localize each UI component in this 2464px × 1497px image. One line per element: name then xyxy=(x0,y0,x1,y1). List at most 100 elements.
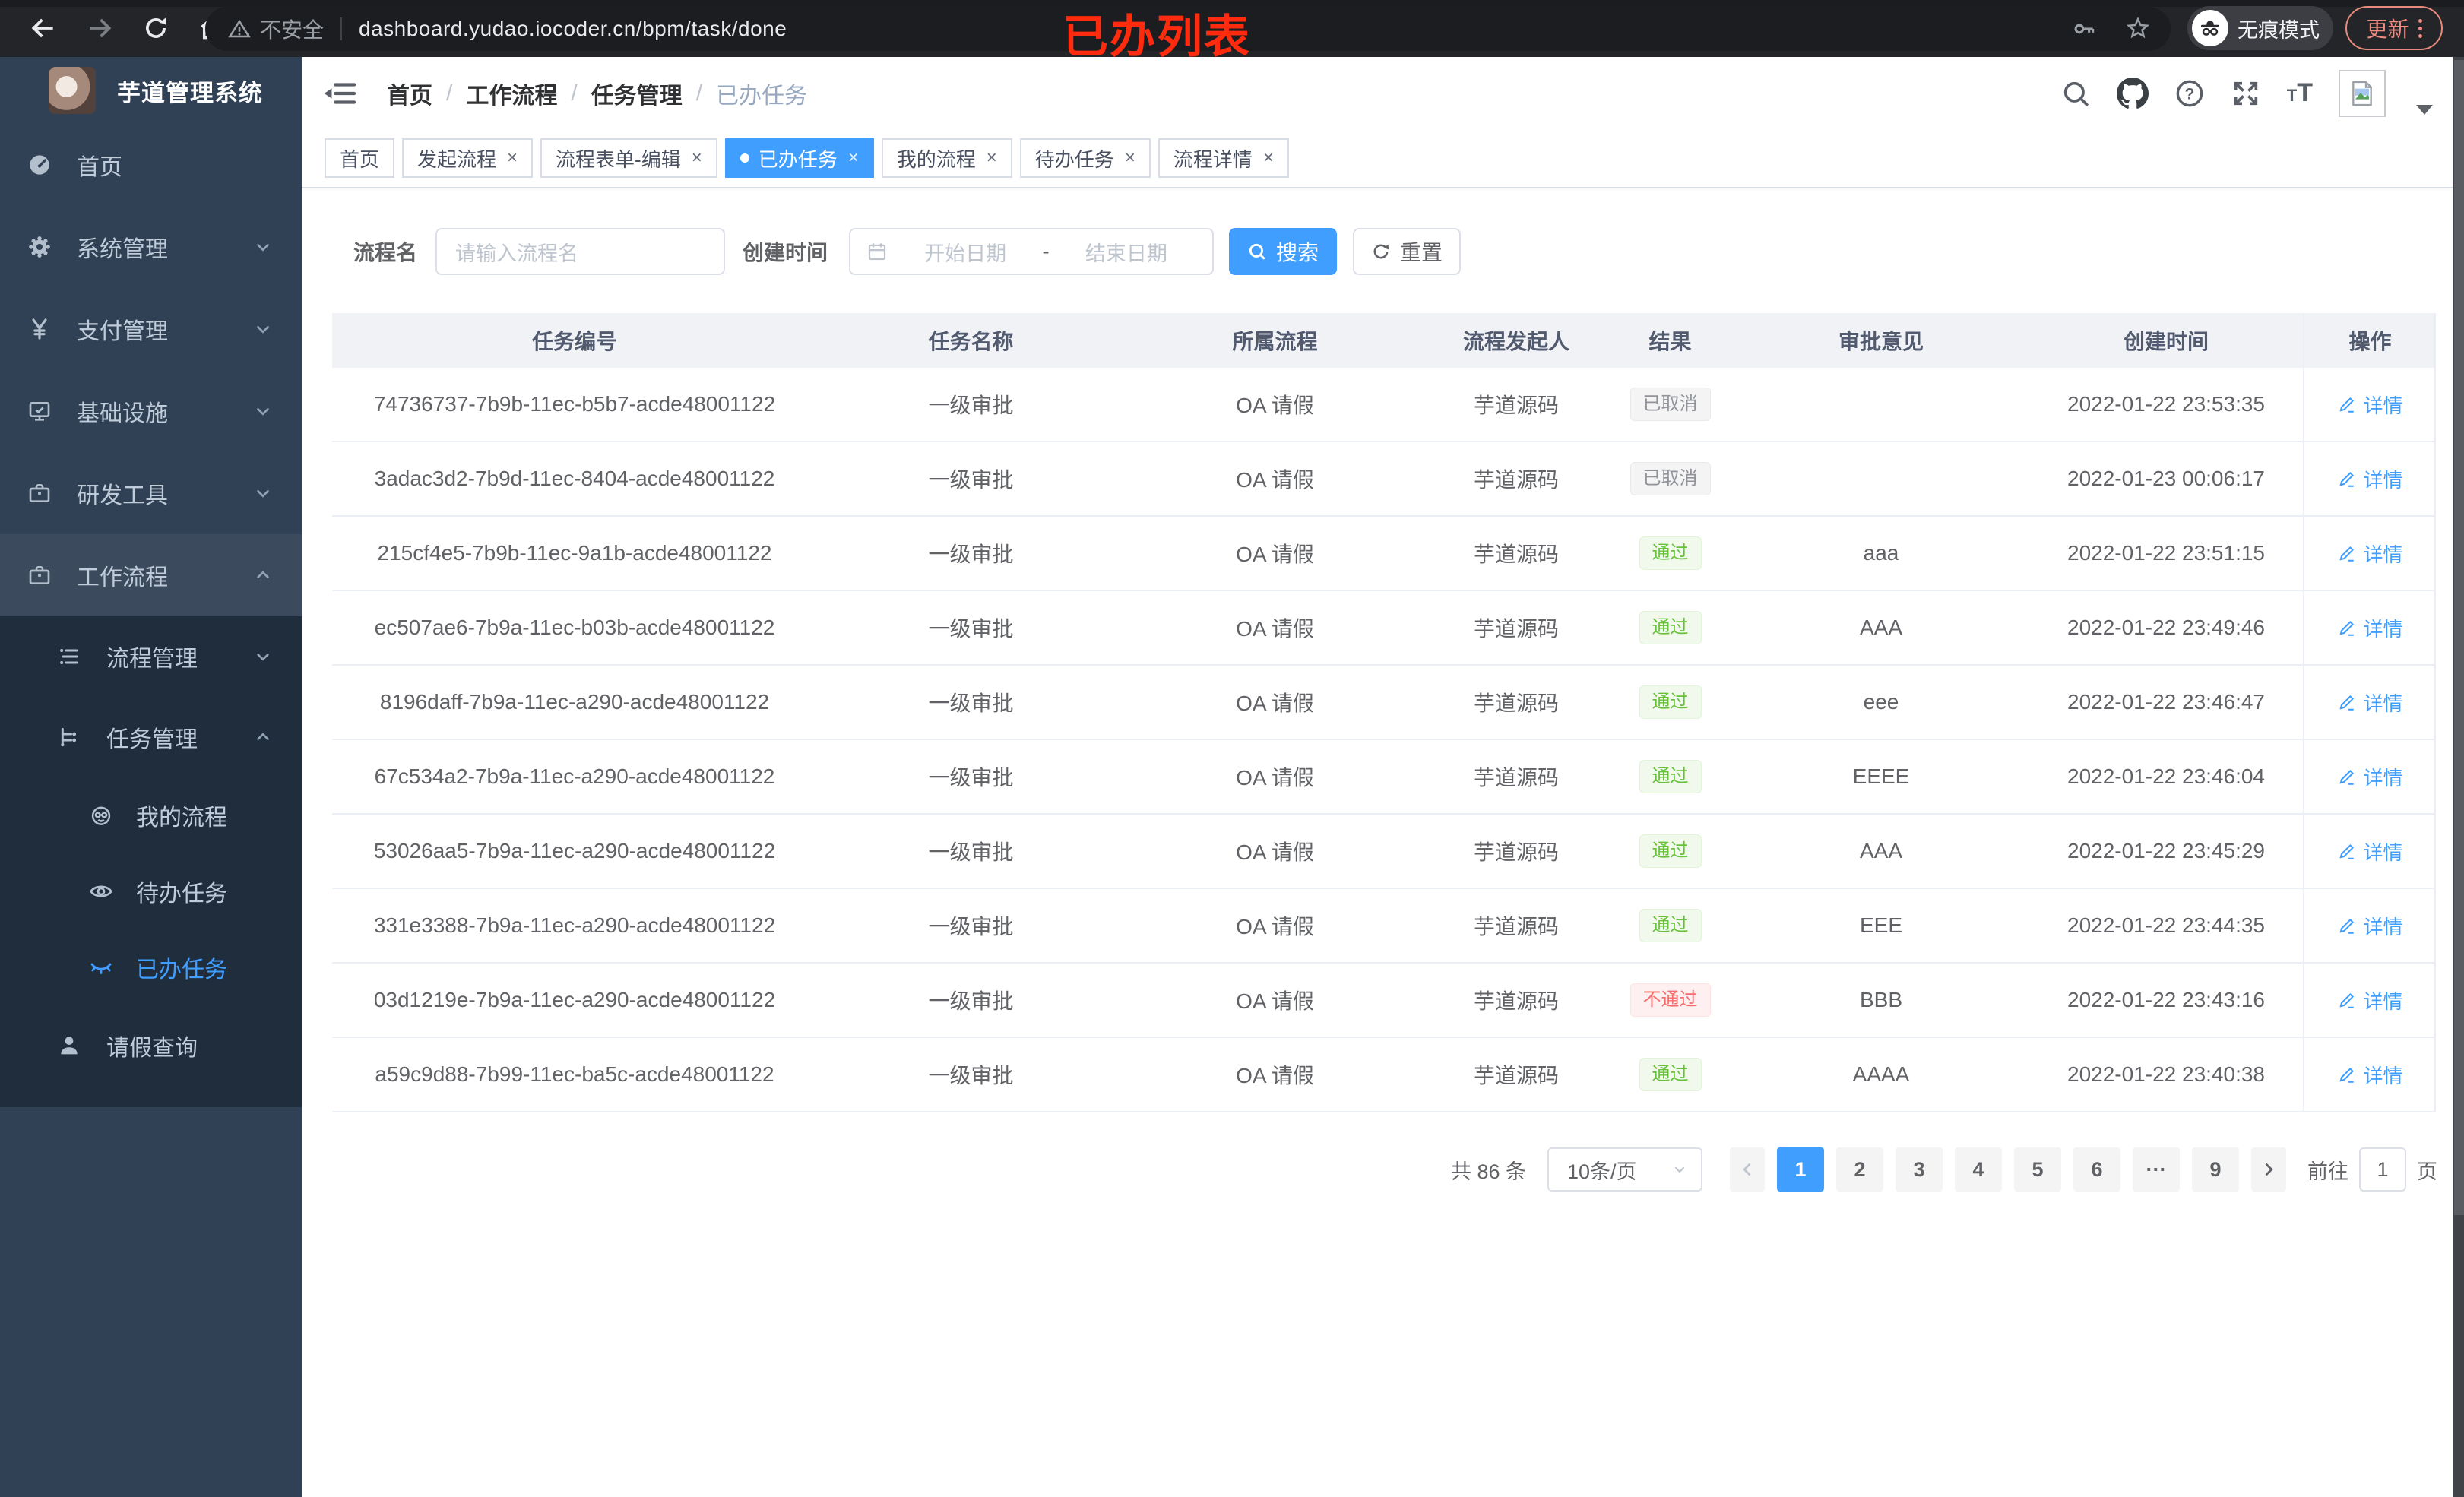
detail-link[interactable]: 详情 xyxy=(2337,614,2403,642)
tab-1[interactable]: 发起流程 × xyxy=(402,138,534,178)
tab-5[interactable]: 待办任务 × xyxy=(1019,138,1151,178)
page-button-1[interactable]: 1 xyxy=(1777,1147,1824,1192)
fullscreen-icon[interactable] xyxy=(2231,78,2261,109)
page-button-4[interactable]: 4 xyxy=(1955,1147,2002,1192)
detail-link[interactable]: 详情 xyxy=(2337,1061,2403,1089)
result-badge: 通过 xyxy=(1639,611,1702,644)
detail-link[interactable]: 详情 xyxy=(2337,391,2403,419)
browser-reload-button[interactable] xyxy=(138,11,173,46)
search-icon[interactable] xyxy=(2060,78,2091,109)
detail-link[interactable]: 详情 xyxy=(2337,465,2403,493)
avatar-dropdown-caret[interactable] xyxy=(2416,105,2433,115)
column-header: 创建时间 xyxy=(2123,330,2209,353)
sidebar-subitem-label: 任务管理 xyxy=(106,727,198,752)
tab-close-icon[interactable]: × xyxy=(1124,147,1135,168)
tab-close-icon[interactable]: × xyxy=(507,147,518,168)
page-button-2[interactable]: 2 xyxy=(1836,1147,1883,1192)
sidebar-subitem-0[interactable]: 流程管理 xyxy=(0,616,302,697)
process-name-input[interactable]: 请输入流程名 xyxy=(435,228,725,275)
date-range-input[interactable]: 开始日期 - 结束日期 xyxy=(849,228,1214,275)
github-icon[interactable] xyxy=(2116,77,2149,109)
sidebar-subitem-3[interactable]: 待办任务 xyxy=(0,853,302,929)
detail-link[interactable]: 详情 xyxy=(2337,688,2403,717)
result-badge: 通过 xyxy=(1639,760,1702,793)
browser-update-button[interactable]: 更新 xyxy=(2345,6,2443,50)
goto-page-input[interactable] xyxy=(2359,1147,2406,1192)
incognito-badge: 无痕模式 xyxy=(2187,6,2333,50)
breadcrumb-item[interactable]: 首页 xyxy=(387,83,432,109)
task-id-cell: 3adac3d2-7b9d-11ec-8404-acde48001122 xyxy=(374,467,775,490)
tab-6[interactable]: 流程详情 × xyxy=(1158,138,1289,178)
task-id-cell: 03d1219e-7b9a-11ec-a290-acde48001122 xyxy=(373,988,776,1011)
result-cell: 不通过 xyxy=(1607,983,1733,1017)
search-button[interactable]: 搜索 xyxy=(1229,228,1337,275)
url-text[interactable]: dashboard.yudao.iocoder.cn/bpm/task/done xyxy=(359,17,787,40)
page-button-3[interactable]: 3 xyxy=(1896,1147,1943,1192)
warning-icon xyxy=(228,19,251,38)
sidebar-item-2[interactable]: 支付管理 xyxy=(0,288,302,370)
detail-link[interactable]: 详情 xyxy=(2337,763,2403,791)
sidebar-subitem-5[interactable]: 请假查询 xyxy=(0,1005,302,1086)
page-button-9[interactable]: 9 xyxy=(2192,1147,2239,1192)
sidebar-subitem-1[interactable]: 任务管理 xyxy=(0,697,302,777)
page-button-6[interactable]: 6 xyxy=(2073,1147,2120,1192)
created-time-cell: 2022-01-22 23:45:29 xyxy=(2067,839,2265,862)
more-pages-button[interactable]: ··· xyxy=(2133,1147,2180,1192)
sidebar-item-4[interactable]: 研发工具 xyxy=(0,452,302,534)
breadcrumb-item[interactable]: 任务管理 xyxy=(591,83,683,109)
created-time-cell: 2022-01-22 23:46:47 xyxy=(2067,690,2265,714)
result-badge: 通过 xyxy=(1639,834,1702,868)
chevron-down-icon xyxy=(253,483,273,503)
avatar[interactable] xyxy=(2339,69,2386,117)
sidebar-item-5[interactable]: 工作流程 xyxy=(0,534,302,616)
tab-close-icon[interactable]: × xyxy=(691,147,702,168)
tab-4[interactable]: 我的流程 × xyxy=(881,138,1012,178)
address-bar[interactable]: 不安全 dashboard.yudao.iocoder.cn/bpm/task/… xyxy=(205,7,2171,51)
page-button-5[interactable]: 5 xyxy=(2014,1147,2061,1192)
page-size-select[interactable]: 10条/页 xyxy=(1547,1147,1702,1192)
tab-close-icon[interactable]: × xyxy=(847,147,859,168)
action-cell: 详情 xyxy=(2303,1038,2436,1111)
result-badge: 通过 xyxy=(1639,909,1702,942)
browser-menu-icon[interactable] xyxy=(2418,18,2422,38)
detail-link[interactable]: 详情 xyxy=(2337,540,2403,568)
create-time-label: 创建时间 xyxy=(743,241,828,264)
tab-3[interactable]: 已办任务 × xyxy=(724,138,874,178)
sidebar-item-0[interactable]: 首页 xyxy=(0,124,302,206)
prev-page-button[interactable] xyxy=(1730,1147,1765,1192)
password-key-icon[interactable] xyxy=(2072,16,2098,42)
tab-2[interactable]: 流程表单-编辑 × xyxy=(540,138,717,178)
security-warning[interactable]: 不安全 xyxy=(228,14,324,44)
app-logo-row[interactable]: 芋道管理系统 xyxy=(0,57,302,124)
sidebar-item-label: 系统管理 xyxy=(77,237,168,262)
breadcrumb-item[interactable]: 工作流程 xyxy=(466,83,558,109)
task-id-cell: 215cf4e5-7b9b-11ec-9a1b-acde48001122 xyxy=(377,541,772,565)
detail-link[interactable]: 详情 xyxy=(2337,986,2403,1014)
collapse-sidebar-icon[interactable] xyxy=(323,78,358,109)
sidebar-item-3[interactable]: 基础设施 xyxy=(0,370,302,452)
detail-link[interactable]: 详情 xyxy=(2337,837,2403,866)
created-time-cell: 2022-01-22 23:46:04 xyxy=(2067,764,2265,788)
scrollbar-thumb[interactable] xyxy=(2454,60,2464,1215)
action-cell: 详情 xyxy=(2303,964,2436,1037)
column-header: 任务名称 xyxy=(928,330,1014,353)
tab-close-icon[interactable]: × xyxy=(1262,147,1274,168)
sidebar-subitem-4[interactable]: 已办任务 xyxy=(0,929,302,1005)
action-cell: 详情 xyxy=(2303,889,2436,962)
detail-link[interactable]: 详情 xyxy=(2337,912,2403,940)
tab-0[interactable]: 首页 xyxy=(325,138,395,178)
detail-link-label: 详情 xyxy=(2363,692,2403,715)
detail-link-label: 详情 xyxy=(2363,468,2403,492)
browser-back-button[interactable] xyxy=(26,11,61,46)
reset-button[interactable]: 重置 xyxy=(1353,228,1461,275)
help-icon[interactable]: ? xyxy=(2174,78,2205,109)
browser-forward-button[interactable] xyxy=(82,11,117,46)
sidebar-subitem-2[interactable]: 我的流程 xyxy=(0,777,302,853)
process-cell: OA 请假 xyxy=(1236,692,1314,715)
tab-close-icon[interactable]: × xyxy=(986,147,997,168)
breadcrumb-separator: / xyxy=(446,80,453,106)
sidebar-item-1[interactable]: 系统管理 xyxy=(0,206,302,288)
next-page-button[interactable] xyxy=(2251,1147,2286,1192)
bookmark-star-icon[interactable] xyxy=(2125,16,2151,42)
